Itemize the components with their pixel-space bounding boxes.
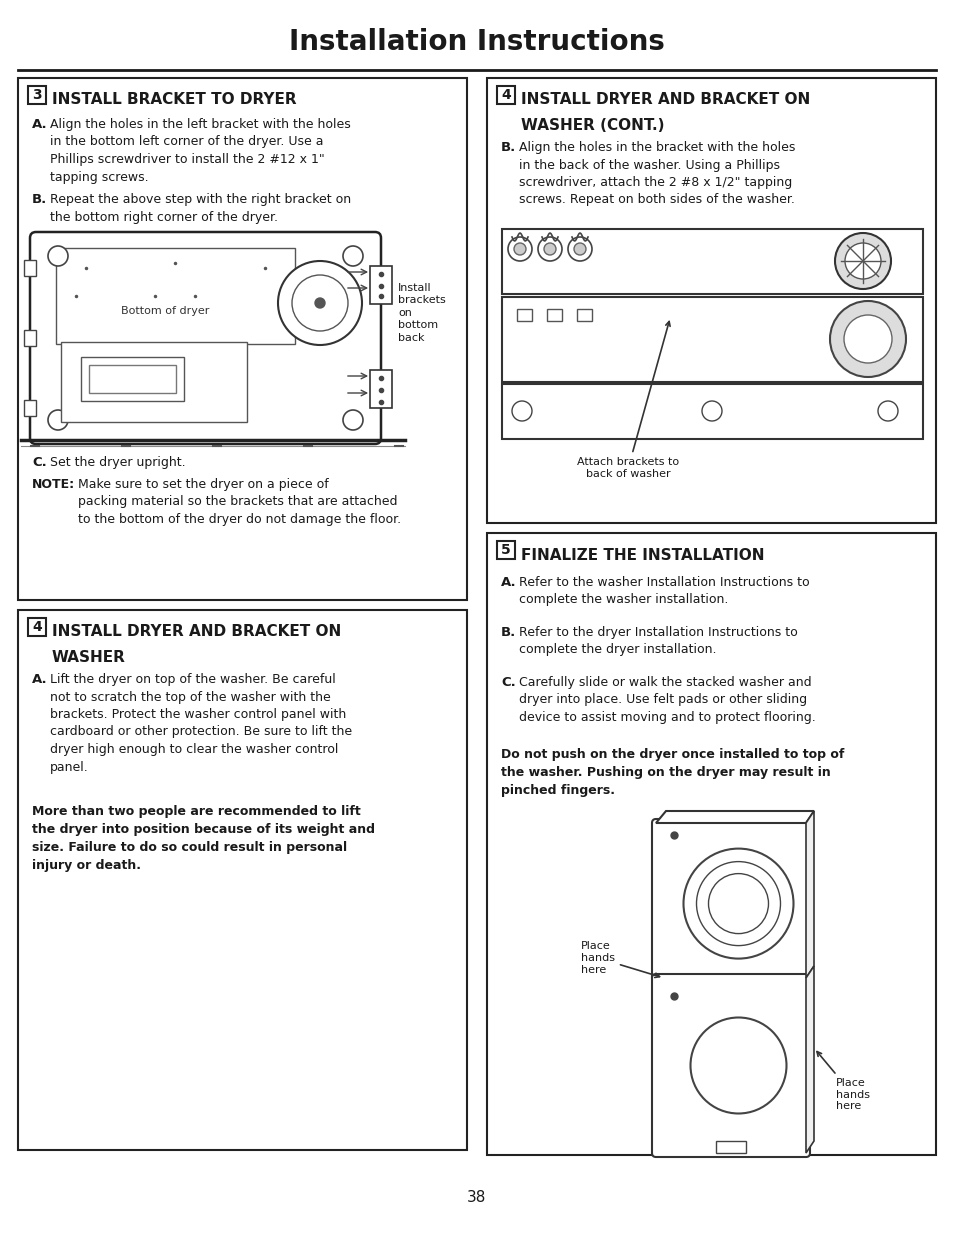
Text: 4: 4 xyxy=(500,88,511,103)
Text: Lift the dryer on top of the washer. Be careful
not to scratch the top of the wa: Lift the dryer on top of the washer. Be … xyxy=(50,673,352,773)
Text: More than two people are recommended to lift
the dryer into position because of : More than two people are recommended to … xyxy=(32,805,375,872)
Bar xyxy=(24,261,36,275)
Circle shape xyxy=(537,237,561,261)
Text: FINALIZE THE INSTALLATION: FINALIZE THE INSTALLATION xyxy=(520,547,763,562)
Text: 5: 5 xyxy=(500,543,511,557)
Text: 38: 38 xyxy=(467,1189,486,1204)
Polygon shape xyxy=(805,811,813,978)
Circle shape xyxy=(277,261,361,345)
Circle shape xyxy=(574,243,585,254)
Bar xyxy=(497,541,515,559)
Bar xyxy=(24,400,36,416)
Text: Do not push on the dryer once installed to top of
the washer. Pushing on the dry: Do not push on the dryer once installed … xyxy=(500,748,843,797)
Bar xyxy=(501,296,923,382)
Circle shape xyxy=(877,401,897,421)
Circle shape xyxy=(701,401,721,421)
Circle shape xyxy=(543,243,556,254)
Text: Carefully slide or walk the stacked washer and
dryer into place. Use felt pads o: Carefully slide or walk the stacked wash… xyxy=(518,676,815,724)
Bar xyxy=(24,330,36,346)
Text: 3: 3 xyxy=(32,88,42,103)
Text: INSTALL DRYER AND BRACKET ON: INSTALL DRYER AND BRACKET ON xyxy=(52,625,341,640)
Circle shape xyxy=(682,848,793,958)
Text: B.: B. xyxy=(32,193,48,206)
Bar xyxy=(370,370,392,408)
Circle shape xyxy=(507,237,532,261)
Text: Install
brackets
on
bottom
back: Install brackets on bottom back xyxy=(397,283,445,342)
Bar xyxy=(89,366,175,393)
Text: Place
hands
here: Place hands here xyxy=(580,941,659,977)
Text: Installation Instructions: Installation Instructions xyxy=(289,28,664,56)
Circle shape xyxy=(292,275,348,331)
Polygon shape xyxy=(805,966,813,1153)
Circle shape xyxy=(514,243,525,254)
Text: B.: B. xyxy=(500,141,516,154)
FancyBboxPatch shape xyxy=(30,232,380,445)
Text: Attach brackets to
back of washer: Attach brackets to back of washer xyxy=(577,321,679,479)
Bar xyxy=(486,534,935,1155)
Text: C.: C. xyxy=(32,456,47,469)
Circle shape xyxy=(701,1030,774,1102)
Circle shape xyxy=(512,401,532,421)
Text: Make sure to set the dryer on a piece of
packing material so the brackets that a: Make sure to set the dryer on a piece of… xyxy=(78,478,400,526)
Text: Refer to the dryer Installation Instructions to
complete the dryer installation.: Refer to the dryer Installation Instruct… xyxy=(518,626,797,657)
Text: A.: A. xyxy=(32,673,48,685)
Text: Repeat the above step with the right bracket on
the bottom right corner of the d: Repeat the above step with the right bra… xyxy=(50,193,351,224)
Text: A.: A. xyxy=(32,119,48,131)
Circle shape xyxy=(844,243,880,279)
Bar xyxy=(18,610,467,1150)
Text: A.: A. xyxy=(500,576,517,589)
Circle shape xyxy=(690,1018,785,1114)
Circle shape xyxy=(314,298,325,308)
Bar xyxy=(61,342,247,422)
Bar xyxy=(370,266,392,304)
Circle shape xyxy=(48,246,68,266)
Text: Align the holes in the left bracket with the holes
in the bottom left corner of : Align the holes in the left bracket with… xyxy=(50,119,351,184)
Text: 4: 4 xyxy=(32,620,42,634)
Circle shape xyxy=(696,862,780,946)
Polygon shape xyxy=(656,811,813,823)
Circle shape xyxy=(343,410,363,430)
Bar xyxy=(577,309,592,321)
Bar xyxy=(18,78,467,600)
Text: C.: C. xyxy=(500,676,516,689)
Circle shape xyxy=(567,237,592,261)
Bar xyxy=(28,618,46,636)
Text: Refer to the washer Installation Instructions to
complete the washer installatio: Refer to the washer Installation Instruc… xyxy=(518,576,809,606)
Text: Bottom of dryer: Bottom of dryer xyxy=(121,306,209,316)
Text: INSTALL BRACKET TO DRYER: INSTALL BRACKET TO DRYER xyxy=(52,93,296,107)
Circle shape xyxy=(343,246,363,266)
Bar xyxy=(517,309,532,321)
Text: Place
hands
here: Place hands here xyxy=(816,1051,869,1112)
Text: INSTALL DRYER AND BRACKET ON: INSTALL DRYER AND BRACKET ON xyxy=(520,93,809,107)
Circle shape xyxy=(716,1044,760,1088)
FancyBboxPatch shape xyxy=(651,974,809,1157)
Bar xyxy=(81,357,183,401)
Bar xyxy=(501,228,923,294)
Bar xyxy=(28,86,46,104)
Text: Align the holes in the bracket with the holes
in the back of the washer. Using a: Align the holes in the bracket with the … xyxy=(518,141,795,206)
Bar xyxy=(501,384,923,438)
Bar xyxy=(497,86,515,104)
Bar xyxy=(716,1141,745,1153)
Circle shape xyxy=(48,410,68,430)
Text: WASHER (CONT.): WASHER (CONT.) xyxy=(520,119,664,133)
Circle shape xyxy=(708,873,768,934)
Bar xyxy=(486,78,935,522)
Bar xyxy=(546,309,561,321)
Circle shape xyxy=(834,233,890,289)
Circle shape xyxy=(843,315,891,363)
Bar xyxy=(56,248,294,345)
Text: Set the dryer upright.: Set the dryer upright. xyxy=(50,456,186,469)
Text: B.: B. xyxy=(500,626,516,638)
FancyBboxPatch shape xyxy=(651,819,809,982)
Text: NOTE:: NOTE: xyxy=(32,478,75,492)
Circle shape xyxy=(829,301,905,377)
Text: WASHER: WASHER xyxy=(52,650,126,664)
